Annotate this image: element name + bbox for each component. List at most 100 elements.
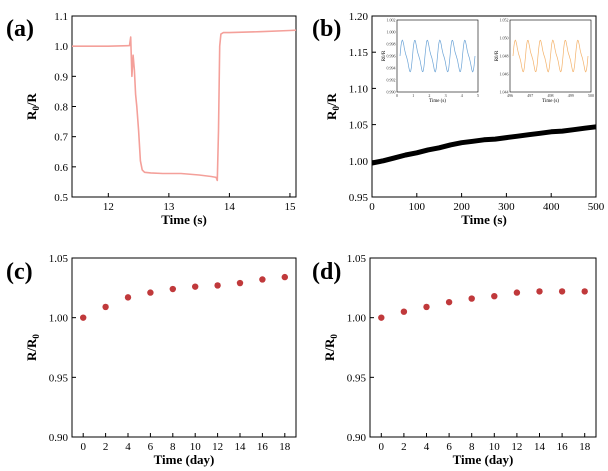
data-point [581,288,588,295]
inset-plot: 0 1 2 3 4 5 0.990 0.992 0.994 0.996 0.998 1.000 1.00… [382,18,479,105]
data-point [513,289,521,296]
x-tick-label: 10 [489,441,501,453]
x-tick-label: 300 [498,201,515,213]
data-point [169,285,176,293]
x-tick-label: 8 [469,441,475,453]
inset-x-tick-label: 498 [548,93,554,98]
inset-x-title: Time (s) [429,99,446,104]
inset-x-tick-label: 496 [507,93,513,98]
inset-x-tick-label: 1 [412,93,414,98]
y-axis-title: R/R0 [322,334,339,361]
x-tick-label: 200 [453,201,470,213]
inset-signal [399,39,476,73]
y-tick-label: 1.20 [349,11,369,23]
y-axis-title: R/R0 [24,334,41,361]
inset-x-tick-label: 5 [477,93,479,98]
x-axis-title: Time (day) [154,452,215,467]
x-tick-label: 18 [279,441,291,453]
inset-x-tick-label: 2 [428,93,430,98]
x-tick-label: 12 [103,201,114,213]
inset-y-tick-label: 1.046 [500,72,509,77]
y-tick-label: 1.00 [347,313,367,325]
x-tick-label: 14 [224,201,236,213]
inset-y-tick-label: 1.052 [500,18,509,23]
series-line [72,29,297,182]
x-tick-label: 16 [257,441,269,453]
x-tick-label: 12 [212,441,223,453]
inset-y-tick-label: 0.990 [387,90,396,95]
data-point [468,295,475,302]
x-axis-title: Time (s) [161,212,207,227]
y-tick-label: 0.95 [349,192,369,204]
data-point [259,276,266,283]
panel-label-d: (d) [312,259,341,285]
data-point [281,273,288,281]
chart-panel-c: 0 2 4 6 8 10 12 14 16 18 0.90 0.95 1.00 1.05 Time (day… [24,253,297,467]
x-tick-label: 10 [190,441,202,453]
data-point [102,303,109,311]
x-tick-label: 2 [103,441,109,453]
data-point [400,308,408,315]
inset-x-tick-label: 499 [568,93,574,98]
inset-y-tick-label: 0.998 [387,42,396,47]
data-point [236,279,244,287]
inset-y-tick-label: 1.044 [500,90,509,95]
y-tick-label: 0.90 [49,432,69,444]
data-point [80,314,87,321]
series-line [371,124,597,166]
plot-frame [371,15,597,198]
y-tick-label: 1.10 [349,83,369,95]
x-tick-label: 8 [170,441,176,453]
y-tick-label: 0.95 [49,372,69,384]
y-tick-label: 1.15 [349,47,369,59]
data-point [558,288,566,295]
y-tick-label: 1.0 [54,41,68,53]
panel-label-c: (c) [6,259,33,285]
chart-panel-b: 0 100 200 300 400 500 0.95 1.00 1.05 1.10 1.15 1.20… [324,11,605,227]
plot-frame [369,257,597,438]
x-tick-label: 12 [511,441,522,453]
inset-x-tick-label: 0 [396,93,398,98]
y-tick-label: 1.05 [349,120,369,132]
inset-plot: 496 497 498 499 500 1.044 1.046 1.048 1.050 1.052… [495,18,594,105]
x-tick-label: 4 [424,441,430,453]
y-tick-label: 0.90 [347,432,367,444]
inset-y-tick-label: 1.048 [500,54,509,59]
inset-x-title: Time (s) [542,99,559,104]
inset-y-title: R0/R [382,50,387,61]
inset-y-tick-label: 0.992 [387,78,396,83]
x-tick-label: 15 [284,201,296,213]
x-tick-label: 6 [446,441,452,453]
data-point [214,282,221,289]
chart-panel-a: 12 13 14 15 0.5 0.6 0.7 0.8 0.9 1.0 1.1 Time (s) R0/… [24,11,297,227]
inset-signal [512,39,589,73]
panel-label-a: (a) [6,16,34,42]
chart-panel-d: 0 2 4 6 8 10 12 14 16 18 0.90 0.95 1.00 1.05 Time (day… [322,253,597,467]
y-tick-label: 1.05 [347,253,367,265]
x-tick-label: 400 [543,201,560,213]
inset-y-tick-label: 0.994 [387,66,396,71]
x-tick-label: 14 [235,441,247,453]
y-tick-label: 0.95 [347,372,367,384]
x-tick-label: 0 [80,441,86,453]
inset-x-tick-label: 3 [445,93,447,98]
data-point [192,283,199,290]
y-tick-label: 1.05 [49,253,69,265]
data-point [147,289,154,296]
inset-x-tick-label: 4 [461,93,463,98]
data-point [491,292,498,300]
inset-y-tick-label: 0.996 [387,54,396,59]
x-tick-label: 0 [369,201,375,213]
y-tick-label: 0.8 [54,102,68,114]
data-point [124,294,132,301]
y-tick-label: 0.7 [54,132,68,144]
inset-y-title: R0/R [495,50,500,61]
y-tick-label: 0.9 [54,71,68,83]
inset-x-tick-label: 497 [527,93,533,98]
data-point [445,298,453,306]
y-tick-label: 0.6 [54,162,68,174]
plot-frame [71,15,297,198]
y-axis-title: R0/R [324,92,341,120]
x-tick-label: 4 [125,441,131,453]
x-tick-label: 0 [379,441,385,453]
